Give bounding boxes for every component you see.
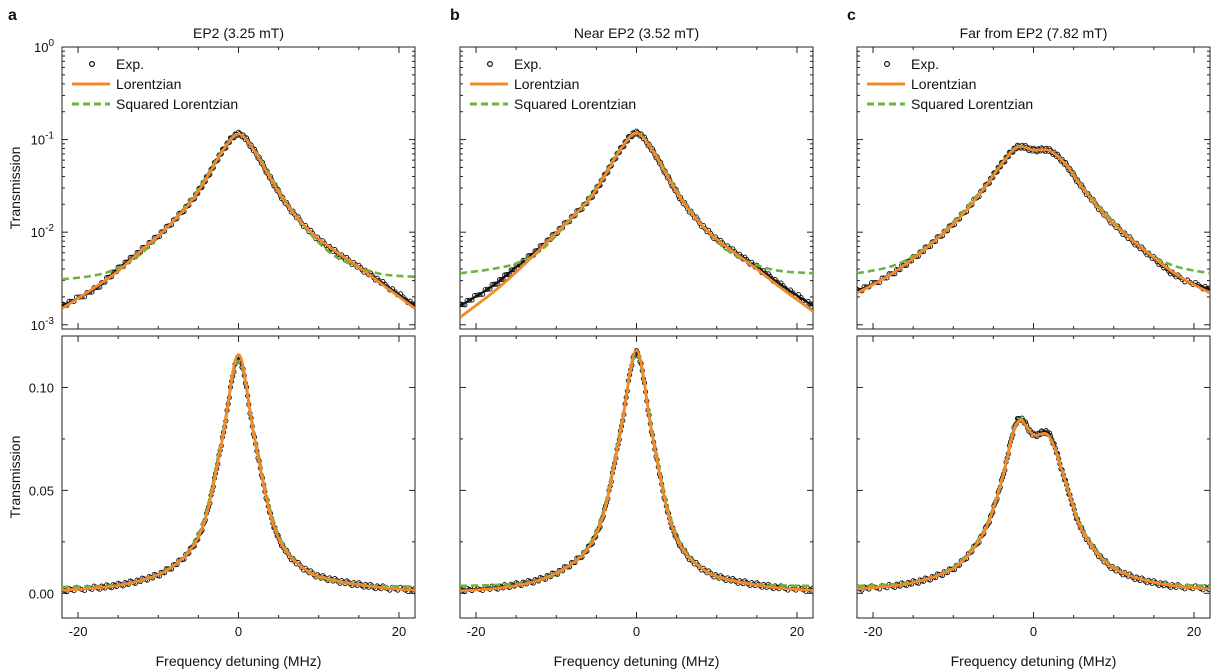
plot-area xyxy=(62,353,415,595)
x-tick-label: 0 xyxy=(1030,624,1037,639)
exp-trace xyxy=(857,417,1210,590)
legend-exp-label: Exp. xyxy=(116,56,144,72)
x-tick-label: 20 xyxy=(1187,624,1201,639)
x-axis-label: Frequency detuning (MHz) xyxy=(554,653,720,669)
panel-title: EP2 (3.25 mT) xyxy=(193,25,284,41)
plot-area xyxy=(62,129,415,310)
exp-trace xyxy=(857,145,1210,293)
x-axis-label: Frequency detuning (MHz) xyxy=(951,653,1117,669)
x-axis-label: Frequency detuning (MHz) xyxy=(156,653,322,669)
panel-letter: b xyxy=(450,7,460,24)
series-exp xyxy=(460,128,813,309)
y-axis-label: Transmission xyxy=(7,436,23,519)
plot-area xyxy=(460,128,813,319)
plot-area xyxy=(857,415,1210,593)
plot-frame xyxy=(856,335,1211,619)
exp-point xyxy=(485,286,491,292)
legend-exp-marker xyxy=(883,60,890,67)
series-squared-lorentzian xyxy=(460,353,813,588)
legend-exp-marker xyxy=(88,60,95,67)
plot-area xyxy=(460,348,813,595)
panel-4: -20 0 20 Frequency detuning (MHz) 0.00 0.05 0.… xyxy=(7,335,416,669)
x-tick-label: -20 xyxy=(467,624,486,639)
exp-point xyxy=(1207,584,1210,590)
legend-lorentzian-label: Lorentzian xyxy=(514,76,579,92)
panel-letter: a xyxy=(8,7,17,24)
series-exp xyxy=(62,354,415,595)
series-exp xyxy=(460,348,813,595)
panel-5: -20 0 20 Frequency detuning (MHz) xyxy=(459,335,814,669)
legend-squared-label: Squared Lorentzian xyxy=(514,96,636,112)
x-tick-label: -20 xyxy=(864,624,883,639)
series-lorentzian xyxy=(857,419,1210,591)
y-tick-label: 100 xyxy=(34,38,54,55)
exp-trace xyxy=(62,132,415,307)
y-tick-label: 10-2 xyxy=(31,223,55,240)
plot-area xyxy=(857,142,1210,295)
legend-lorentzian-label: Lorentzian xyxy=(911,76,976,92)
legend-squared-label: Squared Lorentzian xyxy=(911,96,1033,112)
series-squared-lorentzian xyxy=(460,132,813,275)
exp-trace xyxy=(62,357,415,592)
y-tick-label: 0.10 xyxy=(29,380,54,395)
legend: Exp. Lorentzian Squared Lorentzian xyxy=(470,56,636,112)
exp-trace xyxy=(460,131,813,307)
legend: Exp. Lorentzian Squared Lorentzian xyxy=(72,56,238,112)
panel-1: 100 10-1 10-2 10-3 Transmission EP2 (3.25 mT)… xyxy=(7,7,416,333)
panel-title: Near EP2 (3.52 mT) xyxy=(574,25,699,41)
series-squared-lorentzian xyxy=(62,133,415,281)
x-tick-label: -20 xyxy=(69,624,88,639)
panel-title: Far from EP2 (7.82 mT) xyxy=(960,25,1108,41)
y-tick-label: 10-1 xyxy=(31,131,55,148)
legend-exp-label: Exp. xyxy=(911,56,939,72)
legend-squared-label: Squared Lorentzian xyxy=(116,96,238,112)
plot-frame xyxy=(459,335,814,619)
series-lorentzian xyxy=(460,131,813,319)
legend-exp-label: Exp. xyxy=(514,56,542,72)
x-tick-label: 0 xyxy=(633,624,640,639)
x-tick-label: 20 xyxy=(790,624,804,639)
panel-3: Far from EP2 (7.82 mT) c Exp. Lorentzian Squ… xyxy=(847,7,1211,330)
x-tick-label: 0 xyxy=(235,624,242,639)
exp-trace xyxy=(460,351,813,592)
panel-letter: c xyxy=(847,7,856,24)
series-squared-lorentzian xyxy=(62,359,415,589)
series-squared-lorentzian xyxy=(857,144,1210,275)
plot-frame xyxy=(61,46,416,330)
x-tick-label: 20 xyxy=(392,624,406,639)
legend-lorentzian-label: Lorentzian xyxy=(116,76,181,92)
exp-point xyxy=(790,290,796,296)
plot-frame xyxy=(856,46,1211,330)
series-lorentzian xyxy=(857,145,1210,295)
y-tick-label: 0.05 xyxy=(29,483,54,498)
legend-exp-marker xyxy=(487,60,494,67)
exp-point xyxy=(1060,159,1066,165)
plot-frame xyxy=(459,46,814,330)
y-axis-label: Transmission xyxy=(7,147,23,230)
series-lorentzian xyxy=(62,353,415,592)
series-exp xyxy=(857,142,1210,294)
plot-frame xyxy=(61,335,416,619)
y-tick-label: 10-3 xyxy=(31,316,55,333)
panel-6: -20 0 20 Frequency detuning (MHz) xyxy=(856,335,1211,669)
panel-2: Near EP2 (3.52 mT) b Exp. Lorentzian Squared… xyxy=(450,7,814,330)
series-lorentzian xyxy=(62,132,415,310)
exp-point xyxy=(810,585,813,591)
series-exp xyxy=(857,415,1210,593)
series-lorentzian xyxy=(460,349,813,593)
legend: Exp. Lorentzian Squared Lorentzian xyxy=(867,56,1033,112)
series-squared-lorentzian xyxy=(857,417,1210,588)
series-exp xyxy=(62,129,415,309)
y-tick-label: 0.00 xyxy=(29,586,54,601)
exp-point xyxy=(498,276,504,282)
